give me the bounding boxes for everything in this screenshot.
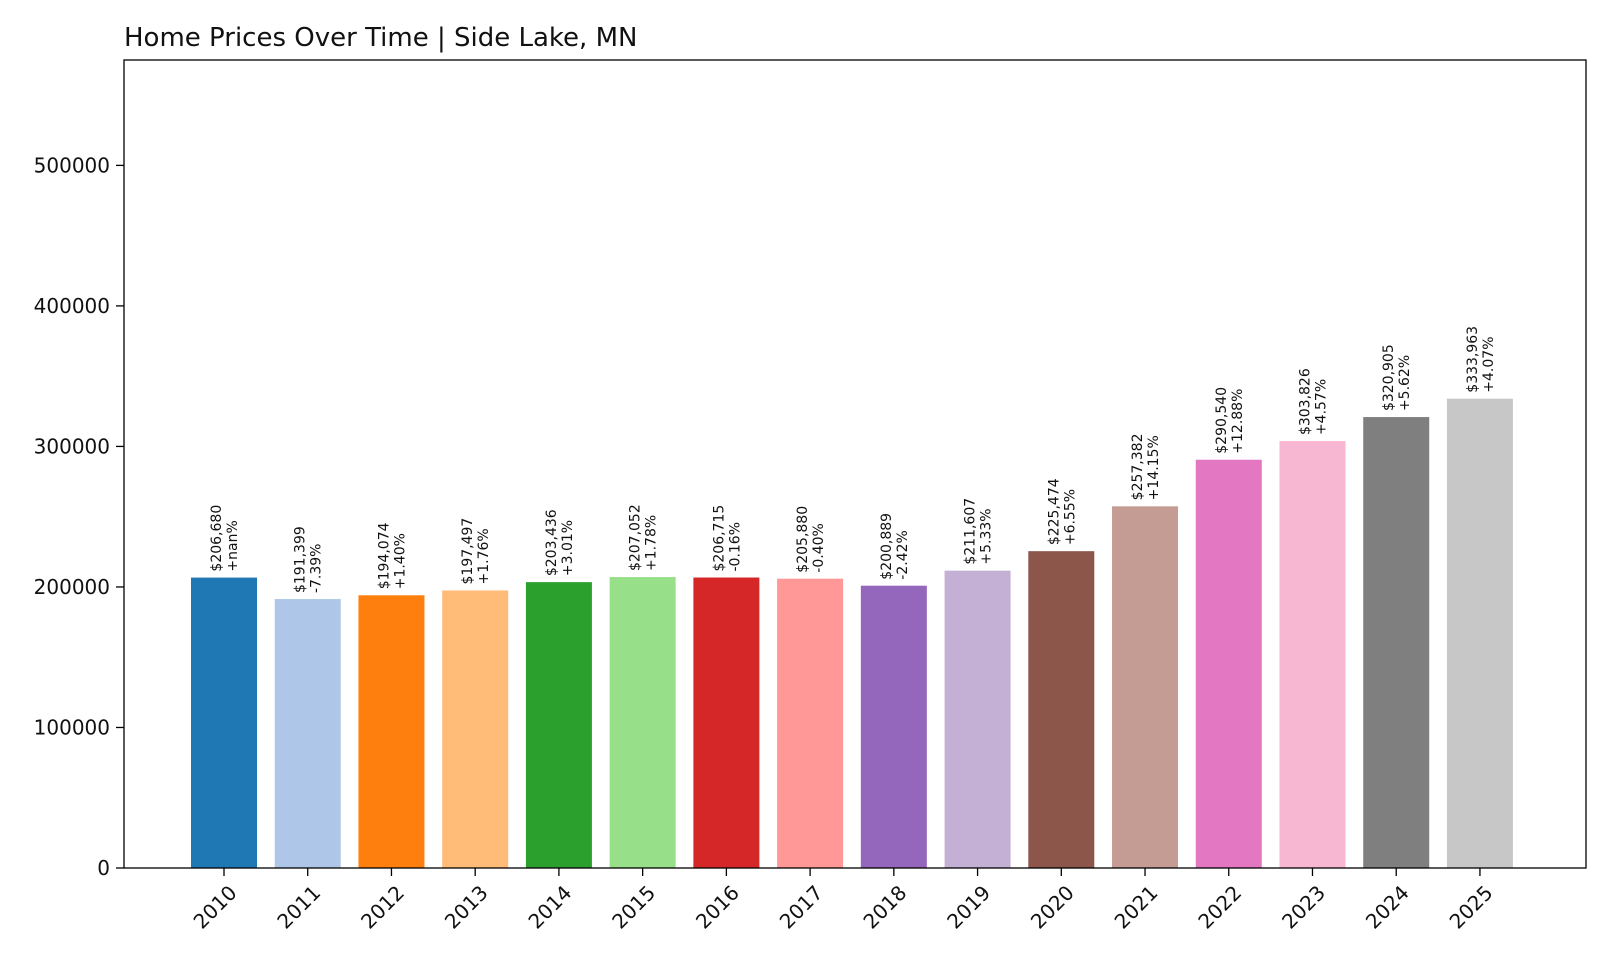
bar-annotation-2010: $206,680+nan%: [209, 505, 241, 572]
x-tick-label: 2025: [1445, 881, 1498, 934]
bar-value-label: $191,399: [293, 526, 309, 593]
bar-2023: [1279, 441, 1346, 868]
bar-change-label: -2.42%: [895, 530, 911, 580]
chart-title: Home Prices Over Time | Side Lake, MN: [124, 23, 637, 53]
bar-value-label: $290,540: [1214, 387, 1230, 454]
x-tick-label: 2019: [942, 881, 995, 934]
x-tick-label: 2018: [858, 881, 911, 934]
bar-2017: [777, 578, 844, 868]
bars-layer: [191, 398, 1513, 868]
bar-2012: [358, 595, 425, 868]
x-tick-label: 2021: [1110, 881, 1163, 934]
x-tick-label: 2017: [775, 881, 828, 934]
bar-change-label: +1.76%: [476, 528, 492, 584]
y-tick-label: 0: [97, 856, 110, 880]
bar-annotation-2016: $206,715-0.16%: [711, 505, 743, 572]
y-tick-label: 400000: [34, 294, 110, 318]
bar-2014: [525, 582, 592, 868]
bar-change-label: +5.33%: [979, 508, 995, 564]
bar-annotation-2018: $200,889-2.42%: [879, 513, 911, 580]
bar-value-label: $206,715: [711, 505, 727, 572]
y-tick-label: 300000: [34, 434, 110, 458]
bar-change-label: +3.01%: [560, 520, 576, 576]
bar-value-label: $207,052: [628, 504, 644, 571]
bar-labels-layer: $206,680+nan% $191,399-7.39% $194,074+1.40…: [209, 326, 1497, 593]
bar-value-label: $225,474: [1046, 478, 1062, 545]
x-tick-label: 2012: [356, 881, 409, 934]
bar-annotation-2013: $197,497+1.76%: [460, 518, 492, 585]
bar-value-label: $200,889: [879, 513, 895, 580]
bar-change-label: +1.40%: [392, 533, 408, 589]
bar-2020: [1028, 551, 1095, 868]
bar-annotation-2012: $194,074+1.40%: [376, 522, 408, 589]
x-tick-label: 2014: [523, 881, 576, 934]
bar-value-label: $303,826: [1297, 368, 1313, 435]
x-axis: 2010 2011 2012 2013 2014 2015 2016 2017 2018 2019…: [189, 868, 1498, 934]
bar-value-label: $205,880: [795, 506, 811, 573]
x-tick-label: 2024: [1361, 881, 1414, 934]
bar-annotation-2015: $207,052+1.78%: [628, 504, 660, 571]
bar-change-label: -0.40%: [811, 523, 827, 573]
bar-annotation-2022: $290,540+12.88%: [1214, 387, 1246, 454]
x-tick-label: 2015: [607, 881, 660, 934]
bar-2015: [609, 577, 676, 868]
bar-annotation-2011: $191,399-7.39%: [293, 526, 325, 593]
x-tick-label: 2022: [1193, 881, 1246, 934]
bar-value-label: $211,607: [963, 498, 979, 565]
bar-2025: [1446, 398, 1513, 868]
bar-change-label: +12.88%: [1230, 389, 1246, 454]
bar-2013: [442, 590, 509, 868]
bar-2022: [1195, 459, 1262, 868]
bar-annotation-2024: $320,905+5.62%: [1381, 344, 1413, 411]
bar-value-label: $320,905: [1381, 344, 1397, 411]
y-tick-label: 100000: [34, 715, 110, 739]
x-tick-label: 2010: [189, 881, 242, 934]
x-tick-label: 2013: [440, 881, 493, 934]
bar-2018: [860, 585, 927, 868]
bar-change-label: +14.15%: [1146, 435, 1162, 500]
bar-value-label: $197,497: [460, 518, 476, 585]
bar-value-label: $194,074: [376, 522, 392, 589]
bar-annotation-2014: $203,436+3.01%: [544, 509, 576, 576]
bar-annotation-2017: $205,880-0.40%: [795, 506, 827, 573]
x-tick-label: 2020: [1026, 881, 1079, 934]
bar-change-label: -0.16%: [727, 522, 743, 572]
bar-change-label: +4.07%: [1481, 336, 1497, 392]
plot-frame: [123, 59, 1587, 869]
bar-change-label: +6.55%: [1062, 489, 1078, 545]
x-tick-label: 2016: [691, 881, 744, 934]
bar-value-label: $206,680: [209, 505, 225, 572]
bar-2019: [944, 570, 1011, 868]
bar-change-label: -7.39%: [309, 544, 325, 594]
bar-change-label: +1.78%: [644, 515, 660, 571]
bar-annotation-2019: $211,607+5.33%: [963, 498, 995, 565]
y-tick-label: 200000: [34, 575, 110, 599]
bar-value-label: $333,963: [1465, 326, 1481, 393]
bar-change-label: +4.57%: [1313, 379, 1329, 435]
x-tick-label: 2011: [272, 881, 325, 934]
bar-value-label: $257,382: [1130, 434, 1146, 501]
bar-annotation-2020: $225,474+6.55%: [1046, 478, 1078, 545]
x-tick-label: 2023: [1277, 881, 1330, 934]
bar-2024: [1363, 417, 1430, 868]
bar-annotation-2021: $257,382+14.15%: [1130, 434, 1162, 501]
bar-value-label: $203,436: [544, 509, 560, 576]
bar-2016: [693, 577, 760, 868]
bar-annotation-2025: $333,963+4.07%: [1465, 326, 1497, 393]
bar-annotation-2023: $303,826+4.57%: [1297, 368, 1329, 435]
bar-2011: [274, 599, 341, 868]
y-axis: 0 100000 200000 300000 400000 500000: [34, 153, 124, 880]
bar-change-label: +5.62%: [1397, 355, 1413, 411]
bar-2021: [1112, 506, 1179, 868]
y-tick-label: 500000: [34, 153, 110, 177]
bar-change-label: +nan%: [225, 520, 241, 571]
bar-2010: [191, 577, 257, 868]
